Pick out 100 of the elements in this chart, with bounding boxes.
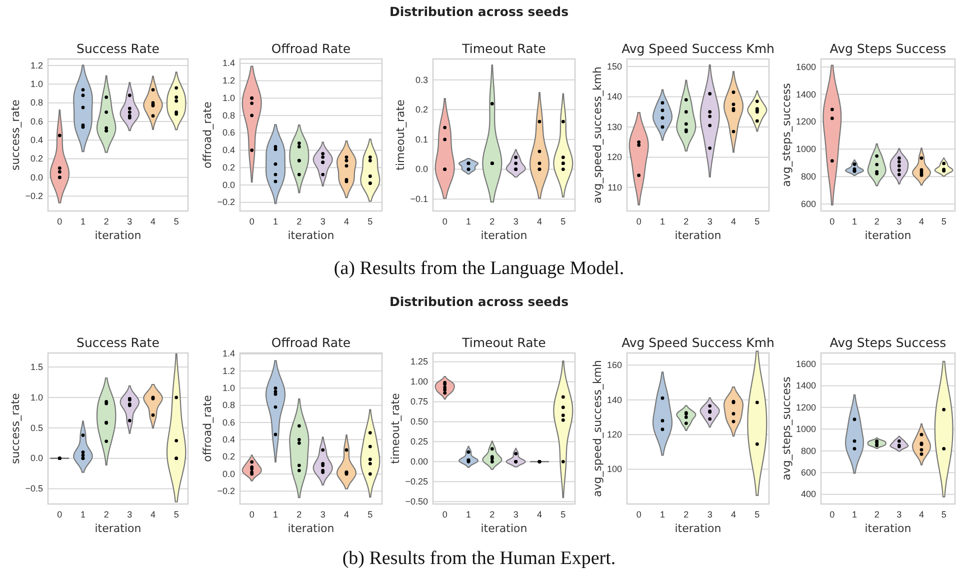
x-tick-label: 4 <box>730 509 736 520</box>
x-axis-title: iteration <box>864 522 912 535</box>
text: Distribution across seeds <box>389 4 569 19</box>
x-tick-label: 2 <box>490 509 495 520</box>
y-tick-label: 0.0 <box>30 453 43 464</box>
y-tick-label: 140 <box>606 92 622 102</box>
y-tick-label: 600 <box>800 467 816 478</box>
x-tick-label: 5 <box>174 509 179 520</box>
y-tick-label: 1000 <box>796 144 816 154</box>
y-tick-label: 1200 <box>796 402 816 412</box>
y-tick-label: 120 <box>606 429 622 440</box>
x-tick-label: 1 <box>272 509 278 520</box>
x-tick-label: 4 <box>730 216 736 226</box>
x-tick-label: 2 <box>684 509 689 520</box>
x-tick-label: 1 <box>660 216 666 226</box>
y-tick-label: 0.8 <box>30 98 43 108</box>
y-tick-label: 1.2 <box>30 60 43 70</box>
y-tick-label: 0.1 <box>415 134 428 144</box>
y-tick-label: 0.6 <box>222 128 235 138</box>
chart-title: Success Rate <box>76 41 160 56</box>
x-tick-label: 1 <box>852 509 858 520</box>
chart-title: Avg Steps Success <box>830 41 946 56</box>
y-tick-label: 1.25 <box>410 356 428 367</box>
y-tick-label: 0.2 <box>415 104 428 115</box>
x-tick-label: 0 <box>442 216 448 226</box>
x-tick-label: 0 <box>830 509 835 520</box>
x-tick-label: 4 <box>150 216 156 226</box>
chart-title: Timeout Rate <box>461 335 546 350</box>
x-tick-label: 2 <box>684 216 689 226</box>
y-tick-label: 1.2 <box>222 76 235 86</box>
y-tick-label: −0.50 <box>405 496 428 506</box>
y-tick-label: 0.0 <box>222 180 235 190</box>
y-tick-label: 1.2 <box>222 366 235 376</box>
y-tick-label: 1.4 <box>222 348 235 359</box>
y-tick-label: 0.0 <box>222 468 235 479</box>
x-axis-title: iteration <box>480 229 528 242</box>
x-tick-label: 0 <box>442 509 448 520</box>
y-tick-label: 1400 <box>796 380 816 391</box>
text: (a) Results from the Language Model. <box>334 258 624 279</box>
y-tick-label: 1600 <box>796 62 816 72</box>
y-tick-label: 1000 <box>796 424 816 434</box>
x-axis-title: iteration <box>288 229 334 242</box>
x-tick-label: 2 <box>104 509 109 520</box>
x-axis-title: iteration <box>288 522 334 535</box>
chart-title: Success Rate <box>76 335 160 350</box>
x-tick-label: 4 <box>536 216 542 226</box>
x-axis-title: iteration <box>94 229 142 242</box>
x-tick-label: 2 <box>874 216 880 226</box>
y-axis-title: timeout_rate <box>389 392 402 464</box>
x-tick-label: 3 <box>320 216 326 226</box>
x-axis-title: iteration <box>674 229 722 242</box>
x-tick-label: 4 <box>918 509 924 520</box>
y-tick-label: 140 <box>606 394 622 405</box>
y-tick-label: 0.00 <box>410 456 428 467</box>
x-tick-label: 3 <box>127 509 132 520</box>
y-axis-title: success_rate <box>9 99 22 170</box>
y-axis-title: avg_speed_success_kmh <box>590 66 604 204</box>
y-tick-label: 0.4 <box>222 145 235 156</box>
text: Distribution across seeds <box>389 294 569 309</box>
y-tick-label: 1.0 <box>222 92 235 103</box>
x-tick-label: 4 <box>344 509 350 520</box>
x-tick-label: 0 <box>57 216 62 226</box>
x-tick-label: 4 <box>344 216 350 226</box>
x-tick-label: 5 <box>941 216 946 226</box>
y-tick-label: 1200 <box>796 116 816 127</box>
y-tick-label: 0.3 <box>415 74 428 85</box>
chart-title: Timeout Rate <box>461 41 546 56</box>
y-tick-label: 0.2 <box>30 154 43 164</box>
y-tick-label: 0.6 <box>30 116 43 126</box>
y-tick-label: 1.5 <box>30 362 43 372</box>
x-tick-label: 1 <box>272 216 278 226</box>
x-tick-label: 1 <box>466 509 472 520</box>
y-axis-title: timeout_rate <box>394 99 408 170</box>
y-tick-label: 1.0 <box>222 383 235 394</box>
y-axis-title: avg_steps_success <box>780 376 793 480</box>
y-tick-label: −0.2 <box>217 197 235 208</box>
x-tick-label: 1 <box>852 216 858 226</box>
y-tick-label: 0.25 <box>410 436 428 447</box>
x-tick-label: 3 <box>320 509 326 520</box>
y-tick-label: 1400 <box>796 89 816 100</box>
x-axis-title: iteration <box>480 522 528 535</box>
chart-title: Avg Speed Success Kmh <box>622 335 774 350</box>
y-tick-label: −0.2 <box>25 190 43 201</box>
x-tick-label: 0 <box>249 216 254 226</box>
y-tick-label: 1600 <box>796 358 816 369</box>
y-tick-label: 0.4 <box>30 135 43 146</box>
y-tick-label: 130 <box>606 122 622 132</box>
x-tick-label: 4 <box>918 216 924 226</box>
y-tick-label: 0.50 <box>410 416 428 427</box>
y-tick-label: 0.75 <box>410 396 428 407</box>
x-tick-label: 0 <box>830 216 835 226</box>
y-tick-label: 600 <box>800 198 816 209</box>
y-tick-label: 1.00 <box>410 376 428 387</box>
y-tick-label: 0.0 <box>30 172 43 182</box>
y-tick-label: −0.2 <box>217 486 235 496</box>
x-tick-label: 0 <box>636 216 642 226</box>
y-tick-label: 0.8 <box>222 110 235 120</box>
x-tick-label: 2 <box>490 216 495 226</box>
x-tick-label: 5 <box>754 216 760 226</box>
y-tick-label: 0.4 <box>222 434 235 445</box>
